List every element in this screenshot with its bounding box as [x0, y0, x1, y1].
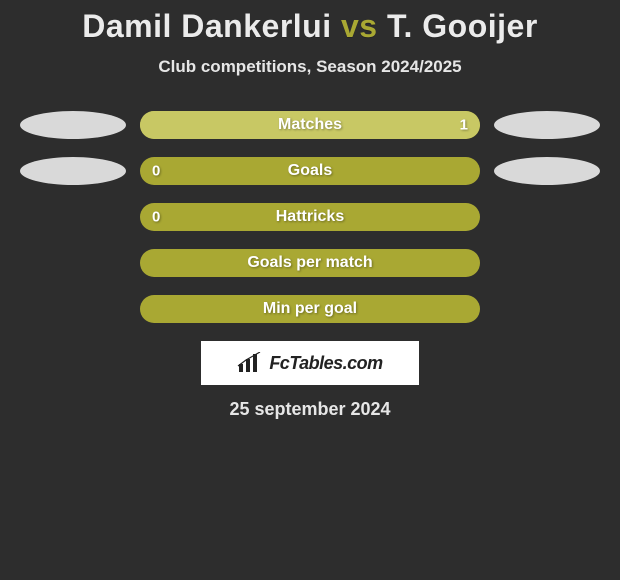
stat-bar: 0 Goals — [140, 157, 480, 185]
date-label: 25 september 2024 — [0, 399, 620, 420]
right-value: 1 — [460, 117, 468, 134]
stat-label: Goals — [140, 162, 480, 180]
brand-text: FcTables.com — [269, 353, 382, 374]
stat-label: Goals per match — [140, 254, 480, 272]
player2-name: T. Gooijer — [387, 8, 538, 44]
bar-fill-right — [140, 111, 480, 139]
subtitle: Club competitions, Season 2024/2025 — [0, 57, 620, 77]
stat-row-matches: Matches 1 — [0, 111, 620, 139]
left-value: 0 — [152, 163, 160, 180]
stat-bar: Matches 1 — [140, 111, 480, 139]
vs-label: vs — [341, 8, 378, 44]
left-marker — [20, 111, 126, 139]
stat-row-goals: 0 Goals — [0, 157, 620, 185]
stat-label: Hattricks — [140, 208, 480, 226]
stat-row-min-per-goal: Min per goal — [0, 295, 620, 323]
left-value: 0 — [152, 209, 160, 226]
right-marker — [494, 157, 600, 185]
comparison-widget: Damil Dankerlui vs T. Gooijer Club compe… — [0, 0, 620, 420]
stat-row-hattricks: 0 Hattricks — [0, 203, 620, 231]
stat-row-goals-per-match: Goals per match — [0, 249, 620, 277]
left-marker — [20, 157, 126, 185]
stat-label: Min per goal — [140, 300, 480, 318]
stats-list: Matches 1 0 Goals 0 Hattricks — [0, 111, 620, 323]
bar-chart-icon — [237, 352, 263, 374]
stat-bar: Min per goal — [140, 295, 480, 323]
page-title: Damil Dankerlui vs T. Gooijer — [0, 8, 620, 45]
player1-name: Damil Dankerlui — [82, 8, 331, 44]
right-marker — [494, 111, 600, 139]
stat-bar: 0 Hattricks — [140, 203, 480, 231]
stat-bar: Goals per match — [140, 249, 480, 277]
brand-link[interactable]: FcTables.com — [201, 341, 419, 385]
